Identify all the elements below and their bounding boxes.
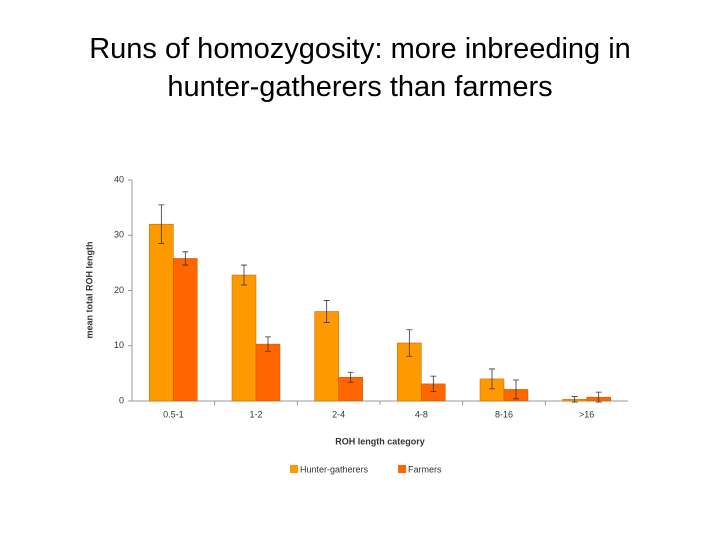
error-bar [265, 336, 271, 352]
error-bar [158, 204, 165, 244]
slide-title: Runs of homozygosity: more inbreeding in… [89, 33, 631, 103]
error-bar [430, 375, 437, 393]
error-bar [406, 329, 413, 357]
y-tick-label: 20 [114, 285, 124, 295]
y-tick-label: 30 [114, 230, 124, 240]
y-tick-label: 40 [114, 174, 124, 184]
x-tick-label: 0.5-1 [163, 409, 184, 419]
bar [149, 223, 174, 402]
error-bar [347, 371, 354, 383]
error-bar [489, 368, 495, 390]
error-bar [182, 251, 189, 266]
error-bar [513, 379, 519, 400]
legend-label: Farmers [408, 464, 442, 474]
error-bar [241, 264, 247, 286]
error-bar [595, 391, 602, 403]
y-axis-label: mean total ROH length [84, 241, 94, 338]
x-axis-label: ROH length category [335, 436, 425, 446]
x-tick-label: 1-2 [249, 409, 262, 419]
bar [231, 274, 257, 402]
y-tick-label: 10 [114, 340, 124, 350]
x-tick-label: 8-16 [495, 409, 513, 419]
legend-swatch [398, 465, 407, 473]
y-tick-label: 0 [119, 395, 124, 405]
error-bar [571, 396, 578, 403]
x-tick-label: >16 [579, 409, 594, 419]
x-tick-label: 2-4 [332, 409, 345, 419]
x-tick-label: 4-8 [415, 409, 428, 419]
bar [255, 343, 281, 402]
bar [173, 258, 198, 402]
legend-label: Hunter-gatherers [300, 464, 369, 474]
legend-swatch [290, 465, 298, 473]
error-bar [323, 300, 330, 323]
bar [314, 311, 339, 402]
